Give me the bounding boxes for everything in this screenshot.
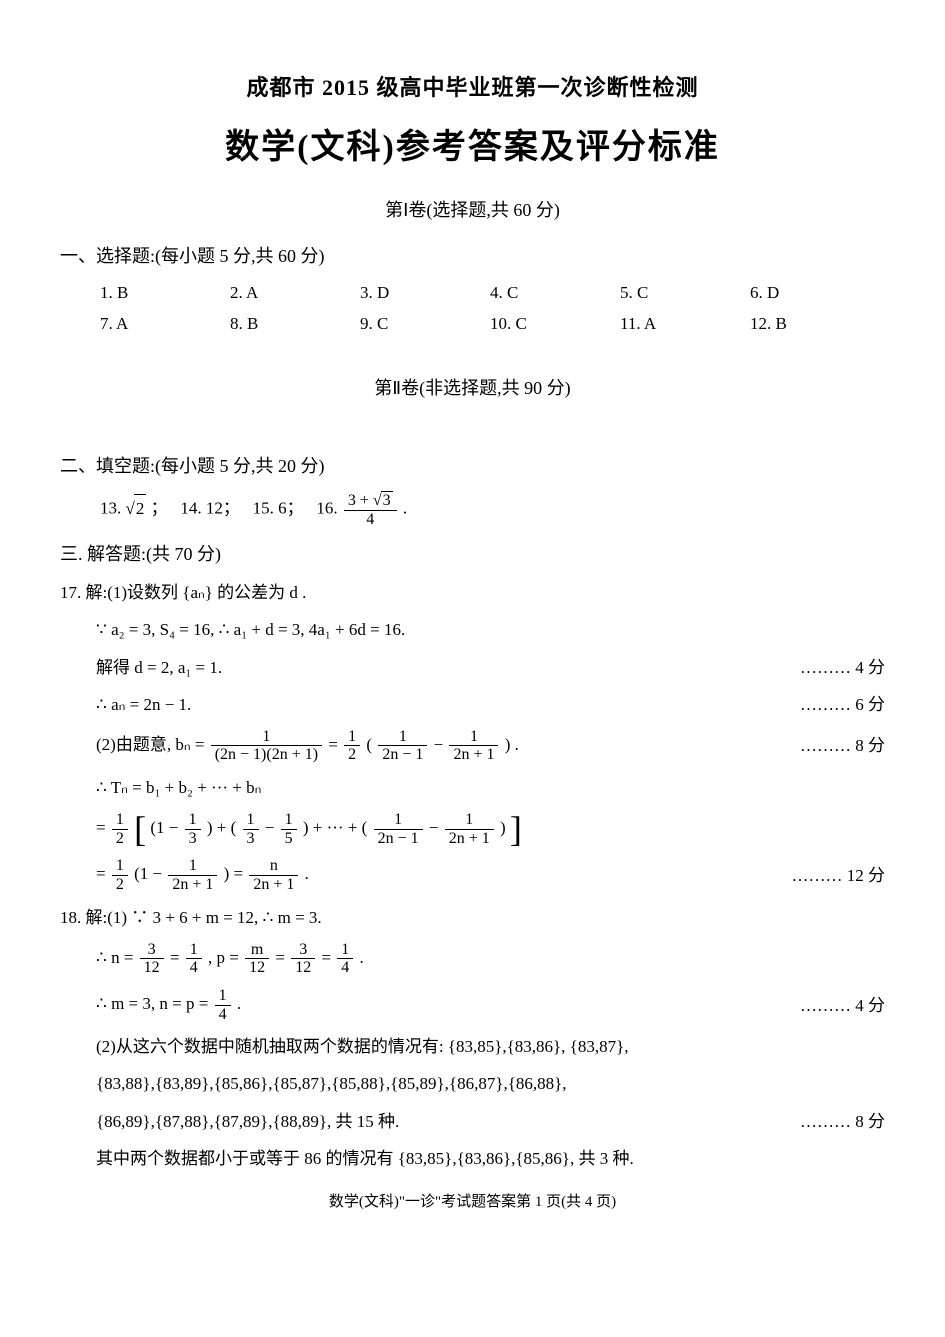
p18-line4: (2)从这六个数据中随机抽取两个数据的情况有: {83,85},{83,86},…: [60, 1033, 885, 1060]
p17-line6: ∴ Tₙ = b₁ + b₂ + ··· + bₙ: [60, 774, 885, 801]
score-marker: ……… 12 分: [792, 862, 886, 889]
q16-fraction: 3 + 3 4: [344, 491, 397, 528]
score-marker: ……… 4 分: [800, 992, 885, 1019]
mc-row-2: 7. A 8. B 9. C 10. C 11. A 12. B: [100, 310, 885, 337]
mc-answer: 2. A: [230, 279, 360, 306]
q16-tail: .: [403, 499, 407, 518]
score-marker: ……… 8 分: [800, 732, 885, 759]
part1-header: 第Ⅰ卷(选择题,共 60 分): [60, 196, 885, 225]
p17-line4: ∴ aₙ = 2n − 1. ……… 6 分: [60, 691, 885, 718]
mc-answer: 4. C: [490, 279, 620, 306]
p17-line8: = 12 (1 − 12n + 1 ) = n2n + 1 . ……… 12 分: [60, 857, 885, 893]
score-marker: ……… 6 分: [800, 691, 885, 718]
score-marker: ……… 8 分: [800, 1108, 885, 1135]
score-marker: ……… 4 分: [800, 654, 885, 681]
section3-heading: 三. 解答题:(共 70 分): [60, 540, 885, 569]
mc-answer: 12. B: [750, 310, 880, 337]
doc-pretitle: 成都市 2015 级高中毕业班第一次诊断性检测: [60, 70, 885, 105]
q13-tail: ；: [151, 499, 168, 518]
mc-row-1: 1. B 2. A 3. D 4. C 5. C 6. D: [100, 279, 885, 306]
page-footer: 数学(文科)"一诊"考试题答案第 1 页(共 4 页): [60, 1190, 885, 1214]
mc-answer: 1. B: [100, 279, 230, 306]
q16-label: 16.: [316, 499, 337, 518]
q13-sqrt: 2: [126, 494, 147, 522]
mc-answer: 7. A: [100, 310, 230, 337]
mc-answer: 5. C: [620, 279, 750, 306]
mc-answer: 11. A: [620, 310, 750, 337]
section2-heading: 二、填空题:(每小题 5 分,共 20 分): [60, 452, 885, 481]
q15-answer: 15. 6；: [253, 499, 304, 518]
mc-answer: 10. C: [490, 310, 620, 337]
p18-line7: 其中两个数据都小于或等于 86 的情况有 {83,85},{83,86},{85…: [60, 1145, 885, 1172]
p17-line7: = 12 [ (1 − 13 ) + ( 13 − 15 ) + ··· + (…: [60, 811, 885, 847]
q14-answer: 14. 12；: [180, 499, 240, 518]
p17-line2: ∵ a₂ = 3, S₄ = 16, ∴ a₁ + d = 3, 4a₁ + 6…: [60, 616, 885, 643]
part2-header: 第Ⅱ卷(非选择题,共 90 分): [60, 374, 885, 403]
q13-label: 13.: [100, 499, 121, 518]
p17-line5: (2)由题意, bₙ = 1(2n − 1)(2n + 1) = 12 ( 12…: [60, 728, 885, 764]
p18-line5: {83,88},{83,89},{85,86},{85,87},{85,88},…: [60, 1070, 885, 1097]
mc-answer: 6. D: [750, 279, 880, 306]
doc-title: 数学(文科)参考答案及评分标准: [60, 121, 885, 175]
p17-line1: 17. 解:(1)设数列 {aₙ} 的公差为 d .: [60, 579, 885, 606]
mc-answer: 3. D: [360, 279, 490, 306]
p18-line2: ∴ n = 312 = 14 , p = m12 = 312 = 14 .: [60, 941, 885, 977]
p18-line3: ∴ m = 3, n = p = 14 . ……… 4 分: [60, 987, 885, 1023]
mc-answer: 9. C: [360, 310, 490, 337]
p18-line1: 18. 解:(1) ∵ 3 + 6 + m = 12, ∴ m = 3.: [60, 904, 885, 931]
section1-heading: 一、选择题:(每小题 5 分,共 60 分): [60, 242, 885, 271]
fill-answers: 13. 2 ； 14. 12； 15. 6； 16. 3 + 3 4 .: [100, 491, 885, 528]
p17-line3: 解得 d = 2, a₁ = 1. ……… 4 分: [60, 654, 885, 681]
p18-line6: {86,89},{87,88},{87,89},{88,89}, 共 15 种.…: [60, 1108, 885, 1135]
mc-answer: 8. B: [230, 310, 360, 337]
